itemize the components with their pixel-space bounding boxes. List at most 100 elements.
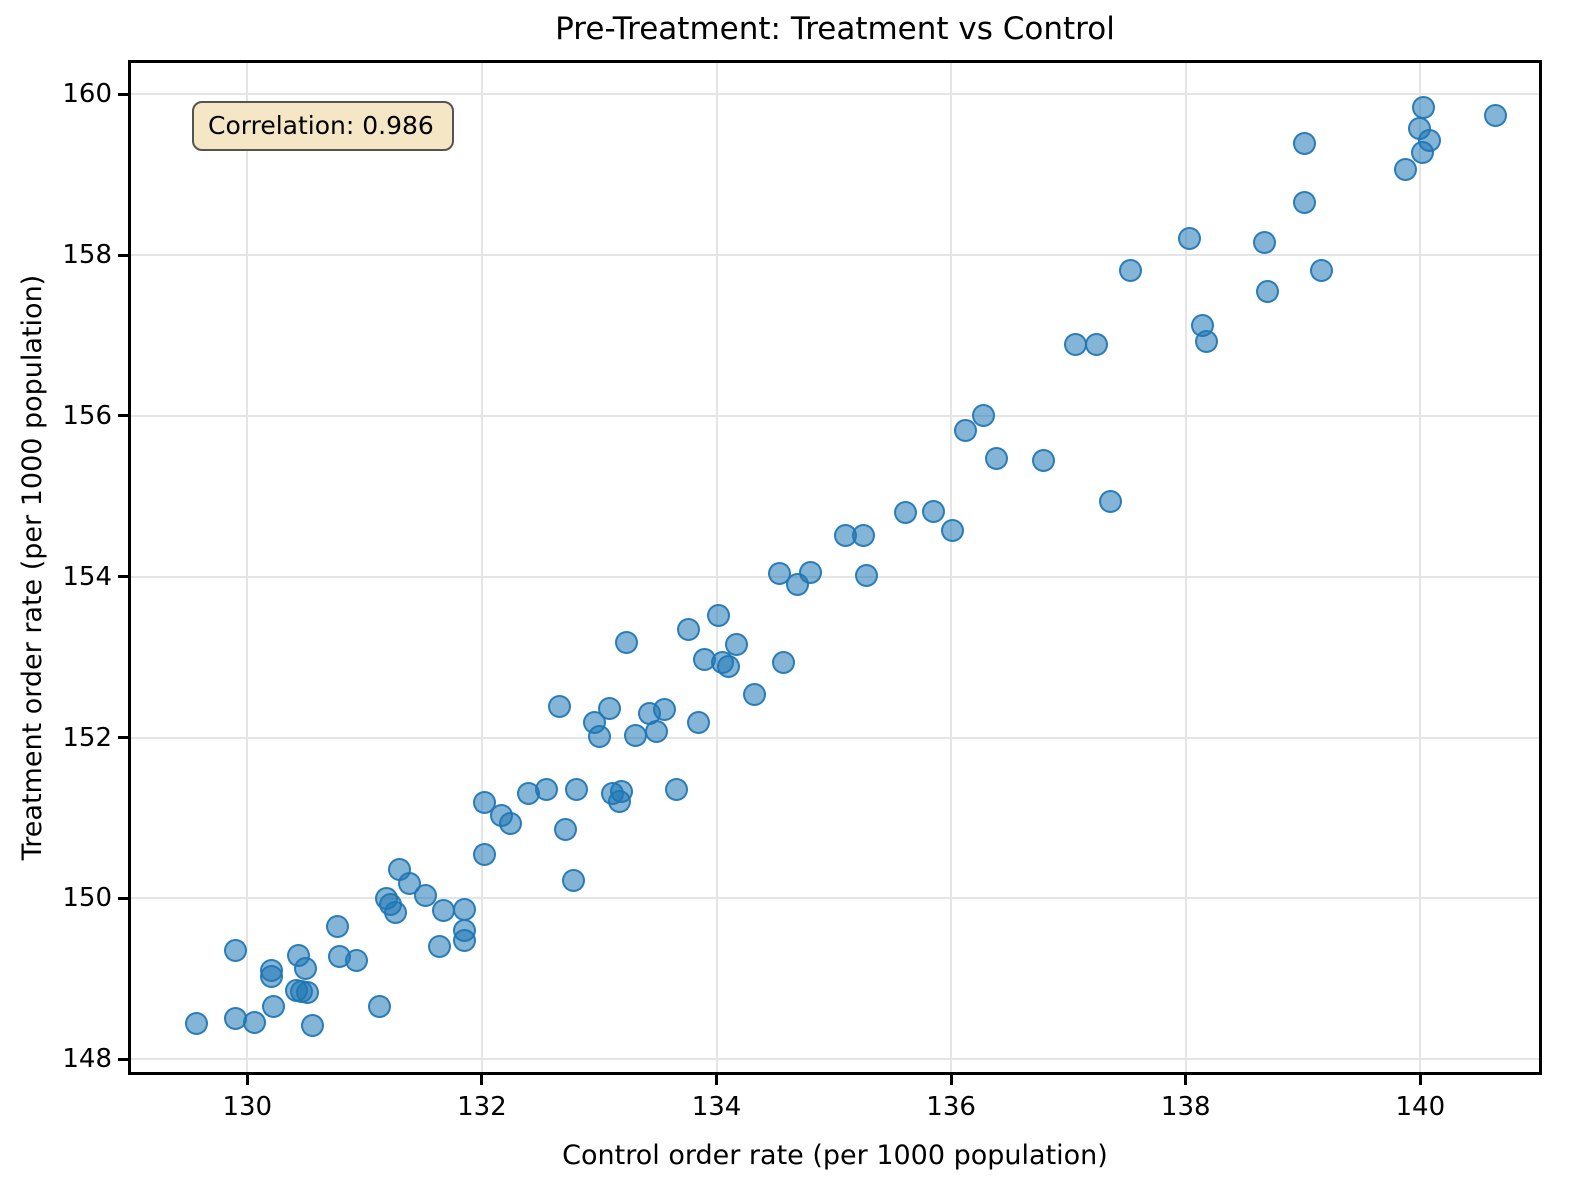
scatter-point xyxy=(1063,332,1087,356)
x-tick-label-136: 136 xyxy=(926,1092,976,1122)
scatter-point xyxy=(1393,158,1417,182)
scatter-point xyxy=(607,790,631,814)
scatter-point xyxy=(1032,449,1056,473)
scatter-point xyxy=(1256,279,1280,303)
gridline-y-154 xyxy=(130,575,1540,578)
y-tick-label-152: 152 xyxy=(62,722,112,753)
y-tick-label-154: 154 xyxy=(62,561,112,592)
scatter-point xyxy=(452,928,476,952)
scatter-point xyxy=(1195,329,1219,353)
scatter-point xyxy=(1418,128,1442,152)
scatter-point xyxy=(1119,258,1143,282)
scatter-point xyxy=(1085,332,1109,356)
scatter-point xyxy=(294,956,318,980)
gridline-y-160 xyxy=(130,93,1540,96)
scatter-point xyxy=(940,518,964,542)
scatter-point xyxy=(1292,131,1316,155)
scatter-point xyxy=(547,694,571,718)
plot-area: 130 132 134 136 138 140 148 150 152 154 156 158 160 … xyxy=(62,60,1542,1122)
scatter-point xyxy=(687,710,711,734)
scatter-point xyxy=(534,778,558,802)
scatter-point xyxy=(972,404,996,428)
scatter-point xyxy=(676,617,700,641)
gridline-y-150 xyxy=(130,897,1540,900)
x-tick-mark-130 xyxy=(245,1073,249,1085)
x-axis-label: Control order rate (per 1000 population) xyxy=(562,1140,1108,1171)
scatter-point xyxy=(185,1011,209,1035)
scatter-point xyxy=(553,817,577,841)
x-tick-label-132: 132 xyxy=(457,1092,507,1122)
gridline-y-156 xyxy=(130,414,1540,417)
gridline-x-138 xyxy=(1184,62,1187,1073)
y-tick-label-150: 150 xyxy=(62,883,112,914)
scatter-point xyxy=(431,899,455,923)
scatter-point xyxy=(301,1014,325,1038)
scatter-point xyxy=(598,697,622,721)
scatter-point xyxy=(414,883,438,907)
scatter-point xyxy=(851,524,875,548)
scatter-point xyxy=(587,724,611,748)
scatter-point xyxy=(855,564,879,588)
y-tick-label-148: 148 xyxy=(62,1044,112,1075)
scatter-point xyxy=(665,777,689,801)
scatter-point xyxy=(472,791,496,815)
x-tick-mark-138 xyxy=(1184,1073,1188,1085)
scatter-point xyxy=(383,901,407,925)
gridline-x-140 xyxy=(1419,62,1422,1073)
x-tick-mark-136 xyxy=(949,1073,953,1085)
x-tick-label-130: 130 xyxy=(222,1092,273,1122)
y-tick-label-156: 156 xyxy=(62,400,112,431)
chart-title: Pre-Treatment: Treatment vs Control xyxy=(555,11,1115,47)
scatter-point xyxy=(1177,226,1201,250)
y-tick-label-160: 160 xyxy=(62,79,112,110)
scatter-point xyxy=(716,655,740,679)
scatter-point xyxy=(893,500,917,524)
y-tick-mark-152 xyxy=(118,736,130,740)
scatter-point xyxy=(1252,230,1276,254)
scatter-point xyxy=(344,948,368,972)
scatter-point xyxy=(771,651,795,675)
x-tick-label-138: 138 xyxy=(1160,1092,1211,1122)
scatter-point xyxy=(565,777,589,801)
scatter-point xyxy=(645,719,669,743)
scatter-point xyxy=(472,842,496,866)
scatter-point xyxy=(614,631,638,655)
x-tick-mark-132 xyxy=(480,1073,484,1085)
scatter-point xyxy=(452,898,476,922)
x-tick-mark-140 xyxy=(1418,1073,1422,1085)
scatter-point xyxy=(953,418,977,442)
y-tick-mark-156 xyxy=(118,414,130,418)
scatter-point xyxy=(1099,489,1123,513)
gridline-x-132 xyxy=(480,62,483,1073)
scatter-point xyxy=(624,723,648,747)
scatter-point xyxy=(742,682,766,706)
x-tick-label-134: 134 xyxy=(691,1092,742,1122)
scatter-point xyxy=(295,981,319,1005)
scatter-point xyxy=(1310,258,1334,282)
scatter-point xyxy=(922,500,946,524)
scatter-point xyxy=(653,697,677,721)
scatter-point xyxy=(498,812,522,836)
scatter-point xyxy=(724,632,748,656)
y-tick-mark-154 xyxy=(118,575,130,579)
x-tick-mark-134 xyxy=(715,1073,719,1085)
scatter-point xyxy=(261,994,285,1018)
scatter-point xyxy=(326,915,350,939)
y-tick-mark-160 xyxy=(118,92,130,96)
y-tick-mark-150 xyxy=(118,896,130,900)
scatter-point xyxy=(985,447,1009,471)
scatter-point xyxy=(1412,96,1436,120)
x-tick-label-140: 140 xyxy=(1395,1092,1446,1122)
scatter-point xyxy=(260,964,284,988)
scatter-point xyxy=(798,561,822,585)
scatter-point xyxy=(242,1010,266,1034)
gridline-y-158 xyxy=(130,254,1540,257)
scatter-point xyxy=(1483,103,1507,127)
gridline-x-130 xyxy=(246,62,249,1073)
scatter-point xyxy=(561,869,585,893)
gridline-x-136 xyxy=(950,62,953,1073)
scatter-point xyxy=(428,935,452,959)
scatter-point xyxy=(368,994,392,1018)
scatter-point xyxy=(1292,191,1316,215)
y-tick-label-158: 158 xyxy=(62,240,112,271)
